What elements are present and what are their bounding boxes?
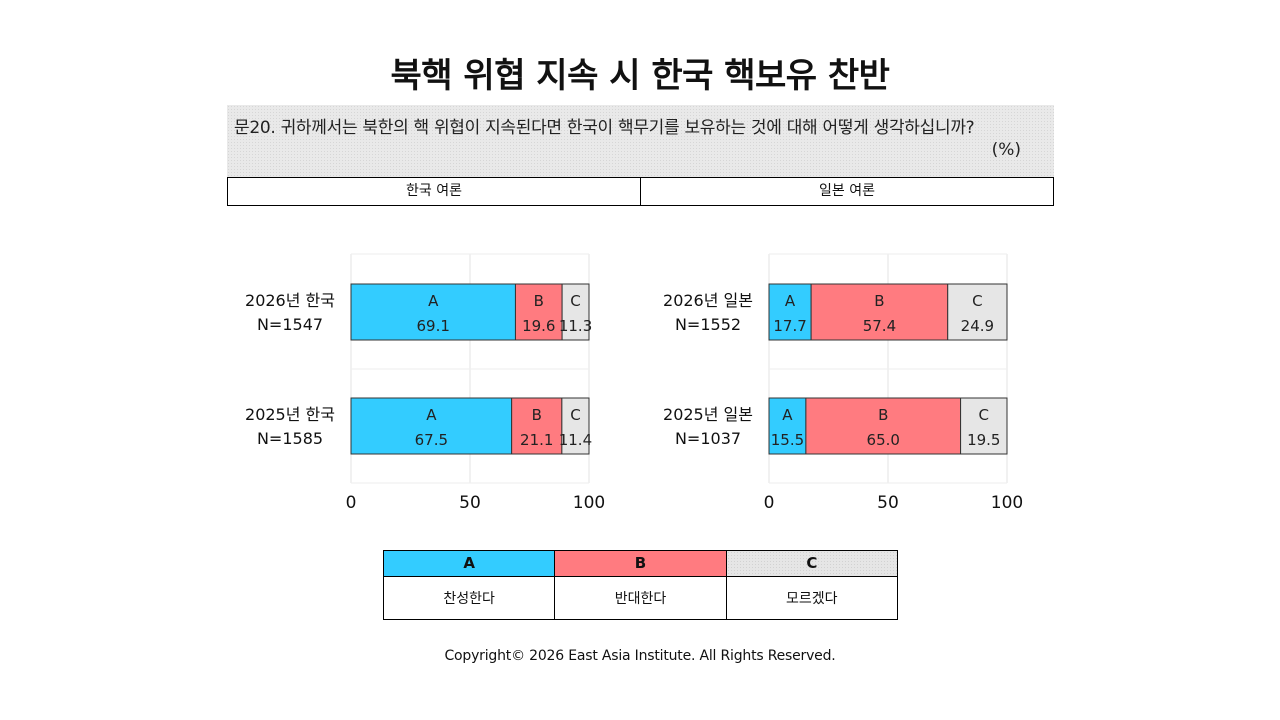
legend-label-c: 모르겠다 — [786, 591, 838, 607]
japan-bar-0-a — [768, 283, 812, 341]
korea-bar-0-a — [350, 283, 516, 341]
korea-bar-key-0-c: C — [570, 292, 580, 310]
korea-bar-key-0-b: B — [534, 292, 544, 310]
korea-bar-value-1-c: 11.4 — [559, 431, 592, 449]
legend-item-a: A 찬성한다 — [384, 551, 555, 619]
japan-bar-key-0-c: C — [972, 292, 982, 310]
korea-tick-label-1: 50 — [459, 493, 481, 513]
korea-bar-value-1-b: 21.1 — [520, 431, 553, 449]
legend-key-c: C — [726, 551, 897, 577]
japan-tick-label-2: 100 — [991, 493, 1023, 513]
korea-bar-value-0-b: 19.6 — [522, 317, 555, 335]
page-title: 북핵 위협 지속 시 한국 핵보유 찬반 — [390, 56, 890, 96]
legend: A 찬성한다 B 반대한다 C 모르겠다 — [383, 550, 898, 620]
japan-bar-0-c — [947, 283, 1008, 341]
japan-bar-value-1-b: 65.0 — [867, 431, 900, 449]
korea-bar-1-b — [511, 397, 563, 455]
panel-header-korea: 한국 여론 — [406, 183, 462, 199]
korea-bar-key-1-a: A — [426, 406, 437, 424]
legend-item-c: C 모르겠다 — [725, 551, 897, 619]
japan-tick-label-1: 50 — [877, 493, 899, 513]
korea-bar-key-0-a: A — [428, 292, 439, 310]
japan-bar-value-0-b: 57.4 — [863, 317, 896, 335]
japan-row-label-0: 2026년 일본 — [663, 291, 753, 310]
korea-bar-0-b — [514, 283, 563, 341]
japan-bar-value-1-a: 15.5 — [771, 431, 804, 449]
korea-row-label-0: 2026년 한국 — [245, 291, 335, 310]
korea-bar-value-0-a: 69.1 — [417, 317, 450, 335]
copyright: Copyright© 2026 East Asia Institute. All… — [444, 648, 836, 664]
legend-key-b: B — [555, 551, 726, 577]
korea-bar-1-a — [350, 397, 513, 455]
korea-row-n-1: N=1585 — [257, 429, 323, 448]
japan-row-label-1: 2025년 일본 — [663, 405, 753, 424]
legend-label-a: 찬성한다 — [443, 591, 495, 607]
question-text: 문20. 귀하께서는 북한의 핵 위협이 지속된다면 한국이 핵무기를 보유하는… — [234, 118, 975, 138]
korea-bar-key-1-c: C — [570, 406, 580, 424]
japan-bar-1-a — [768, 397, 807, 455]
question-box: 문20. 귀하께서는 북한의 핵 위협이 지속된다면 한국이 핵무기를 보유하는… — [227, 105, 1054, 177]
korea-bar-0-c — [561, 283, 590, 341]
japan-row-n-1: N=1037 — [675, 429, 741, 448]
korea-tick-label-0: 0 — [346, 493, 357, 513]
korea-bar-key-1-b: B — [532, 406, 542, 424]
unit-label: (%) — [991, 140, 1021, 160]
legend-label-b: 반대한다 — [614, 591, 667, 607]
japan-bar-key-1-c: C — [979, 406, 989, 424]
japan-bar-1-c — [960, 397, 1008, 455]
korea-row-n-0: N=1547 — [257, 315, 323, 334]
japan-bar-1-b — [805, 397, 962, 455]
japan-bar-value-1-c: 19.5 — [967, 431, 1000, 449]
japan-bar-value-0-a: 17.7 — [773, 317, 806, 335]
japan-bar-key-0-b: B — [874, 292, 884, 310]
japan-bar-key-1-b: B — [878, 406, 888, 424]
korea-tick-label-2: 100 — [573, 493, 605, 513]
japan-bar-value-0-c: 24.9 — [961, 317, 994, 335]
legend-key-a: A — [384, 551, 555, 577]
japan-row-n-0: N=1552 — [675, 315, 741, 334]
japan-bar-key-0-a: A — [785, 292, 796, 310]
japan-bar-key-1-a: A — [782, 406, 793, 424]
korea-bar-value-1-a: 67.5 — [415, 431, 448, 449]
panel-header-japan: 일본 여론 — [640, 178, 1053, 205]
panel-headers: 한국 여론 일본 여론 — [227, 177, 1054, 206]
japan-tick-label-0: 0 — [764, 493, 775, 513]
legend-item-b: B 반대한다 — [554, 551, 726, 619]
korea-bar-value-0-c: 11.3 — [559, 317, 592, 335]
korea-bar-1-c — [561, 397, 590, 455]
korea-row-label-1: 2025년 한국 — [245, 405, 335, 424]
